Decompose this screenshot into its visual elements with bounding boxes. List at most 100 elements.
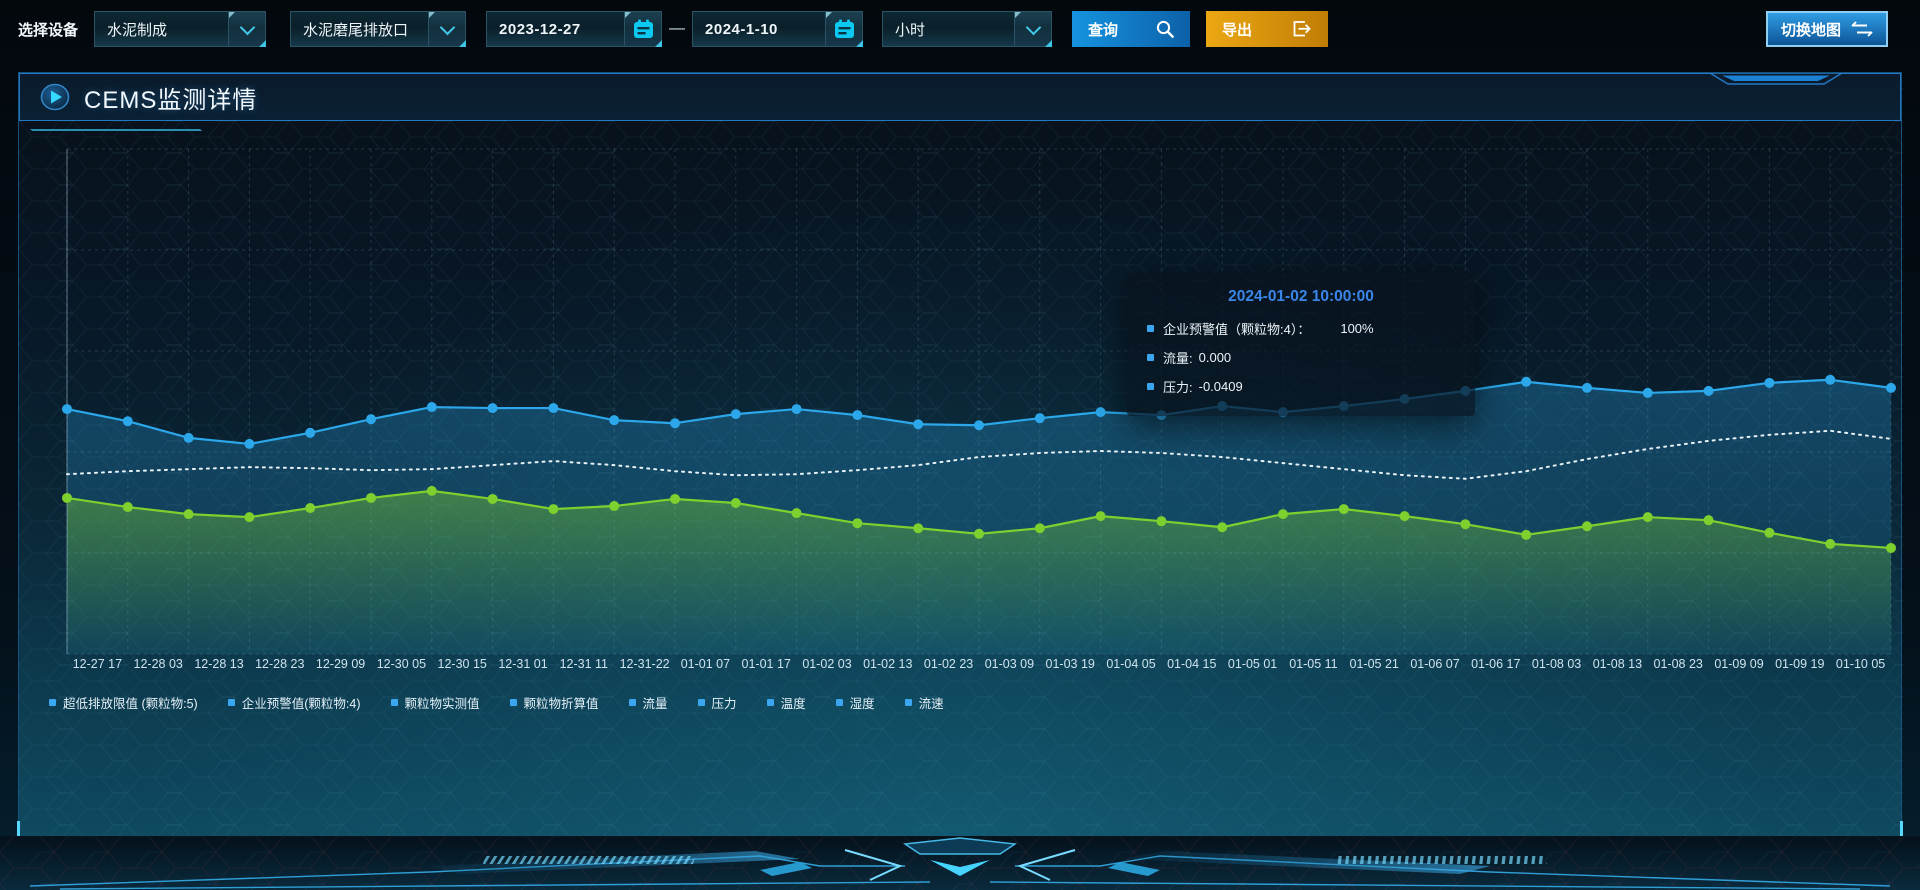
x-axis-label: 01-04 05	[1106, 657, 1155, 671]
data-point	[1156, 410, 1167, 421]
legend-item[interactable]: 颗粒物折算值	[509, 693, 599, 712]
outlet-select[interactable]: 水泥磨尾排放口	[290, 11, 467, 47]
x-axis-label: 12-28 13	[194, 657, 243, 671]
data-point	[183, 432, 194, 443]
legend-item[interactable]: 压力	[697, 693, 737, 712]
x-axis-label: 01-10 05	[1836, 657, 1885, 671]
data-point	[1582, 382, 1592, 393]
data-point	[183, 509, 194, 520]
x-axis-label: 01-09 19	[1775, 657, 1824, 671]
data-point	[244, 512, 255, 523]
outlet-dropdown-toggle[interactable]	[428, 12, 466, 46]
export-button-label: 导出	[1222, 21, 1253, 39]
switch-map-label: 切换地图	[1780, 21, 1841, 39]
data-point	[305, 503, 316, 514]
legend-item-label: 企业预警值(颗粒物:4)	[241, 697, 361, 711]
page-title: CEMS监测详情	[84, 86, 258, 114]
x-axis-label: 12-28 03	[134, 657, 183, 671]
chart-canvas[interactable]: 12-27 17 12-28 03 12-28 13 12-28 23 12-29 09…	[62, 148, 1896, 671]
x-axis-label: 12-31-22	[620, 657, 670, 671]
legend-marker-icon	[904, 699, 912, 706]
x-axis-label: 01-08 13	[1593, 657, 1642, 671]
data-point	[62, 492, 72, 503]
top-toolbar: 选择设备 水泥制成 水泥磨尾排放口 2023-12-27 — 2024-1-10	[0, 0, 1920, 58]
x-axis-label: 12-31 11	[560, 657, 608, 671]
start-date-picker[interactable]: 2023-12-27	[486, 11, 663, 47]
x-axis-label: 01-05 11	[1289, 657, 1337, 671]
legend-marker-icon	[628, 699, 636, 706]
data-point	[1642, 512, 1653, 523]
data-point	[791, 508, 802, 519]
x-axis-label: 12-30 05	[377, 657, 426, 671]
device-select-label: 选择设备	[18, 21, 79, 39]
end-date-picker[interactable]: 2024-1-10	[692, 11, 864, 47]
data-point	[852, 518, 863, 529]
data-point	[244, 438, 255, 449]
data-point	[1642, 387, 1653, 398]
start-date-calendar-button[interactable]	[624, 12, 662, 46]
interval-dropdown-toggle[interactable]	[1014, 12, 1052, 46]
device-type-dropdown-toggle[interactable]	[228, 12, 266, 46]
data-point	[1582, 521, 1592, 532]
interval-select[interactable]: 小时	[882, 11, 1053, 47]
legend-item[interactable]: 企业预警值(颗粒物:4)	[227, 693, 361, 712]
legend-item[interactable]: 超低排放限值 (颗粒物:5)	[49, 693, 198, 712]
data-point	[913, 419, 924, 430]
legend-marker-icon	[509, 699, 517, 706]
chevron-down-icon	[439, 19, 455, 35]
cems-monitor-panel: CEMS监测详情 12-27 17 12-28 03 12-28 13 12-28 2…	[17, 72, 1903, 840]
data-point	[913, 523, 924, 534]
x-axis-label: 01-05 21	[1350, 657, 1399, 671]
chart-grid	[66, 148, 1892, 655]
data-point	[730, 498, 741, 509]
panel-header: CEMS监测详情	[19, 73, 1901, 131]
swap-arrows-icon	[1851, 21, 1873, 37]
data-point	[670, 493, 680, 504]
legend-item-label: 颗粒物实测值	[404, 697, 480, 711]
legend-item[interactable]: 颗粒物实测值	[390, 693, 480, 712]
legend-item-label: 超低排放限值 (颗粒物:5)	[63, 697, 198, 711]
data-point	[1217, 522, 1228, 533]
chevron-down-icon	[1025, 19, 1041, 35]
data-point	[791, 404, 802, 415]
x-axis-label: 01-03 19	[1046, 657, 1095, 671]
data-point	[1886, 542, 1896, 553]
data-point	[366, 492, 376, 503]
legend-item[interactable]: 温度	[766, 693, 806, 712]
query-button[interactable]: 查询	[1072, 11, 1191, 47]
legend-marker-icon	[697, 699, 705, 706]
play-icon[interactable]	[40, 82, 70, 112]
end-date-calendar-button[interactable]	[825, 12, 863, 46]
data-point	[426, 485, 437, 496]
switch-map-button[interactable]: 切换地图	[1765, 11, 1888, 47]
data-point	[1095, 511, 1106, 522]
export-button[interactable]: 导出	[1206, 11, 1329, 47]
data-point	[730, 409, 741, 420]
legend-item-label: 压力	[711, 697, 737, 711]
data-point	[1460, 385, 1471, 396]
series-area-fill	[67, 490, 1891, 654]
header-swoosh-decoration	[19, 121, 203, 131]
x-axis-label: 12-29 09	[316, 657, 365, 671]
data-point	[1156, 516, 1167, 527]
data-point	[609, 501, 620, 512]
calendar-icon	[834, 19, 854, 38]
legend-item[interactable]: 流速	[904, 693, 944, 712]
device-type-select[interactable]: 水泥制成	[94, 11, 267, 47]
legend-marker-icon	[835, 699, 843, 706]
x-axis-label: 12-31 01	[498, 657, 547, 671]
legend-item[interactable]: 流量	[628, 693, 668, 712]
x-axis-label: 12-27 17	[73, 657, 122, 671]
legend-item-label: 颗粒物折算值	[523, 697, 599, 711]
data-point	[487, 403, 498, 414]
calendar-icon	[633, 19, 653, 38]
data-point	[670, 418, 680, 429]
data-point	[426, 402, 437, 413]
legend-item[interactable]: 湿度	[835, 693, 875, 712]
header-notch-decoration	[1710, 73, 1842, 85]
interval-value: 小时	[895, 21, 926, 39]
data-point	[852, 410, 863, 421]
outlet-value: 水泥磨尾排放口	[303, 21, 409, 39]
cems-line-chart[interactable]: 12-27 17 12-28 03 12-28 13 12-28 23 12-29 09…	[62, 148, 1896, 671]
data-point	[366, 414, 376, 425]
